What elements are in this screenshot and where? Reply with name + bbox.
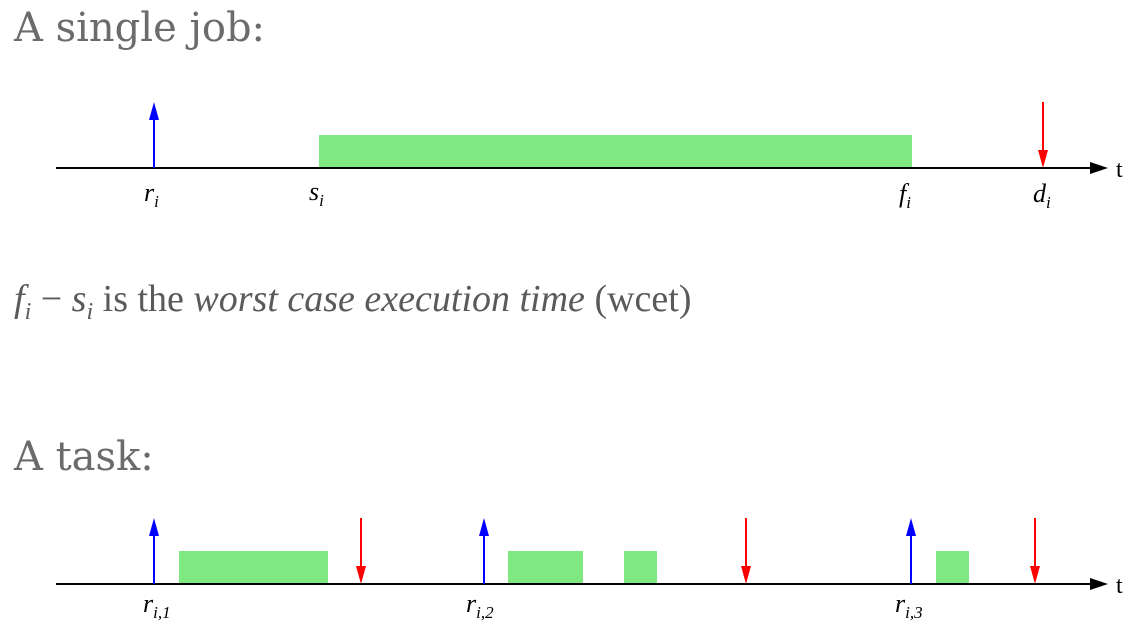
start-label: si [309,177,324,210]
eq-s: s [71,278,87,320]
eq-f-sub: i [24,299,32,325]
finish-label: fi [899,179,911,212]
execution-block [936,551,969,584]
task-heading: A task: [14,434,154,480]
single-job-heading: A single job: [14,5,266,51]
release-label: ri,2 [466,589,494,622]
execution-block [179,551,328,584]
time-axis-arrowhead [1090,578,1108,590]
release-label: ri,1 [143,589,171,622]
time-axis-label: t [1116,157,1123,183]
single-job-timeline: t ri si fi di [56,102,1123,212]
wcet-definition: fi − si is the worst case execution time… [14,280,691,324]
execution-block [319,135,912,168]
eq-emphasis: worst case execution time [193,278,585,320]
time-axis-arrowhead [1090,162,1108,174]
release-arrowhead [479,518,489,536]
release-label: ri [144,178,159,211]
deadline-label: di [1033,179,1051,212]
deadline-arrowhead [741,566,751,584]
eq-s-sub: i [86,299,94,325]
deadline-arrowhead [1030,566,1040,584]
release-arrowhead [149,102,159,120]
time-axis-label: t [1116,573,1123,599]
eq-f: f [14,278,25,320]
execution-block [508,551,583,584]
eq-text-before: is the [93,278,194,320]
execution-block [624,551,657,584]
release-arrowhead [149,518,159,536]
task-timeline: t ri,1 ri,2 ri,3 [56,518,1123,622]
release-arrowhead [906,518,916,536]
deadline-arrowhead [1038,150,1048,168]
release-label: ri,3 [895,589,923,622]
eq-text-after: (wcet) [584,278,692,320]
eq-minus: − [31,278,72,320]
deadline-arrowhead [356,566,366,584]
